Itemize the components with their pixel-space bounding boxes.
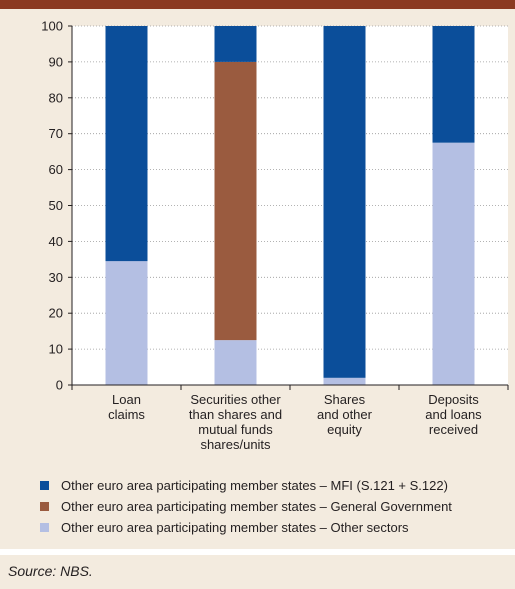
y-tick-label: 100 [41, 19, 63, 34]
legend-item-general-government: Other euro area participating member sta… [40, 496, 510, 517]
x-category-label: Loan claims [108, 392, 145, 422]
bar-segment-1-2 [214, 26, 257, 62]
legend-item-other-sectors: Other euro area participating member sta… [40, 517, 510, 538]
legend-swatch-mfi [40, 481, 49, 490]
y-tick-label: 40 [49, 234, 63, 249]
legend: Other euro area participating member sta… [40, 475, 510, 538]
x-category-label: Securities other than shares and mutual fu… [189, 392, 282, 452]
y-tick-label: 60 [49, 162, 63, 177]
bar-segment-0-0 [105, 261, 148, 385]
x-category-label: Shares and other equity [317, 392, 373, 437]
header-bar [0, 0, 515, 9]
bar-segment-1-1 [214, 61, 257, 341]
y-tick-label: 0 [56, 378, 63, 393]
bar-segment-3-0 [432, 142, 475, 385]
y-tick-label: 20 [49, 306, 63, 321]
y-tick-label: 70 [49, 126, 63, 141]
y-tick-label: 50 [49, 198, 63, 213]
legend-label-mfi: Other euro area participating member sta… [61, 478, 448, 493]
y-tick-label: 10 [49, 342, 63, 357]
y-tick-label: 90 [49, 54, 63, 69]
source-band [0, 555, 515, 589]
y-tick-label: 80 [49, 90, 63, 105]
legend-label-general-government: Other euro area participating member sta… [61, 499, 452, 514]
source-note: Source: NBS. [8, 563, 93, 579]
divider [0, 549, 515, 555]
y-tick-label: 30 [49, 270, 63, 285]
legend-swatch-general-government [40, 502, 49, 511]
legend-label-other-sectors: Other euro area participating member sta… [61, 520, 409, 535]
legend-swatch-other-sectors [40, 523, 49, 532]
bar-segment-1-0 [214, 340, 257, 385]
x-category-label: Deposits and loans received [425, 392, 482, 437]
legend-item-mfi: Other euro area participating member sta… [40, 475, 510, 496]
bar-segment-0-2 [105, 26, 148, 262]
bar-segment-2-2 [323, 26, 366, 378]
bar-segment-3-2 [432, 26, 475, 143]
stacked-bar-chart: 0 10 20 30 40 50 60 70 80 90 100 Loan claims Securiti… [41, 19, 509, 452]
bar-segment-2-0 [323, 377, 366, 385]
